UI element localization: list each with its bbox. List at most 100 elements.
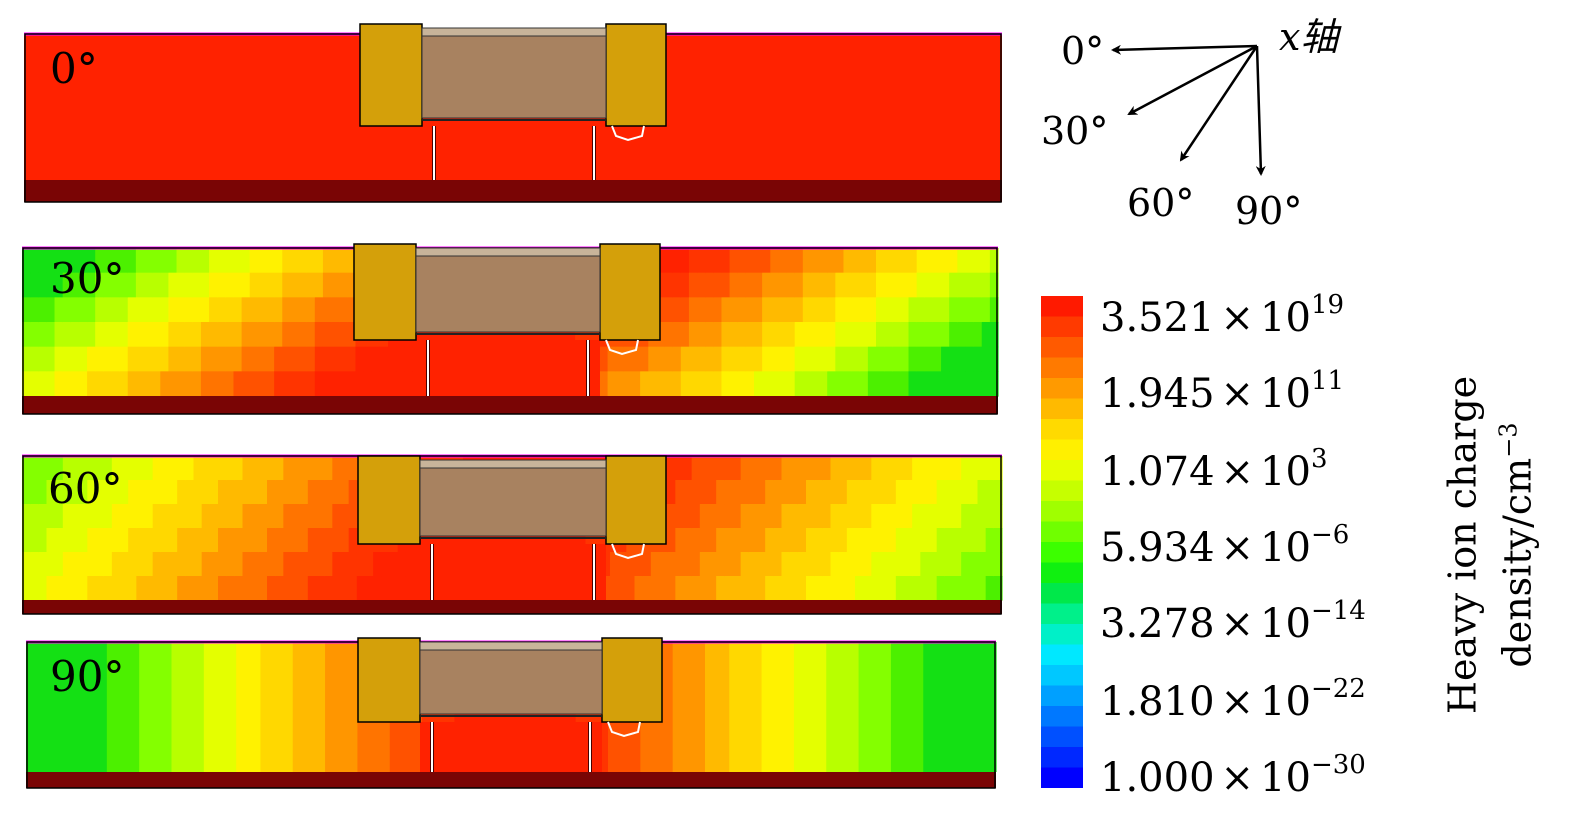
field-band <box>135 371 145 397</box>
field-band <box>716 528 725 553</box>
field-band <box>802 642 811 772</box>
field-band <box>699 528 709 553</box>
field-band <box>291 552 301 577</box>
field-band <box>62 456 72 481</box>
field-band <box>179 642 189 772</box>
field-band <box>863 504 872 529</box>
colorbar <box>1041 296 1083 788</box>
field-band <box>120 528 129 553</box>
field-band <box>835 297 845 323</box>
field-band <box>169 504 178 529</box>
field-band <box>160 322 169 348</box>
field-band <box>969 456 979 481</box>
field-band <box>708 456 717 481</box>
field-band <box>977 480 987 505</box>
field-band <box>737 642 747 772</box>
field-band <box>471 528 480 553</box>
field-band <box>683 552 693 577</box>
colorbar-segment <box>1041 357 1083 379</box>
field-band <box>650 552 660 577</box>
field-band <box>136 576 146 601</box>
field-band <box>781 528 791 553</box>
field-band <box>830 552 840 577</box>
field-band <box>135 297 145 323</box>
field-band <box>291 576 301 601</box>
field-band <box>932 346 942 372</box>
field-band <box>965 272 975 298</box>
field-band <box>916 322 926 348</box>
field-band <box>770 297 779 323</box>
field-band <box>282 248 291 274</box>
depletion-contour <box>605 339 639 356</box>
field-band <box>871 504 881 529</box>
field-band <box>103 528 113 553</box>
field-band <box>306 248 316 274</box>
field-band <box>226 504 235 529</box>
field-band <box>87 576 97 601</box>
field-band <box>128 504 137 529</box>
field-band <box>430 528 440 553</box>
field-band <box>656 272 666 298</box>
field-band <box>810 248 820 274</box>
field-band <box>696 642 706 772</box>
field-band <box>274 322 283 348</box>
field-band <box>177 528 186 553</box>
field-band <box>87 528 97 553</box>
field-band <box>732 528 742 553</box>
field-band <box>944 576 954 601</box>
field-band <box>802 371 812 397</box>
field-band <box>70 248 80 274</box>
field-band <box>46 371 56 397</box>
field-band <box>405 576 415 601</box>
field-band <box>944 528 954 553</box>
colorbar-segment <box>1041 542 1083 564</box>
field-band <box>797 576 807 601</box>
field-band <box>274 248 283 274</box>
field-band <box>949 346 958 372</box>
arrow-90deg <box>1255 45 1266 176</box>
field-band <box>298 371 308 397</box>
field-band <box>953 528 962 553</box>
field-band <box>177 480 186 505</box>
field-band <box>721 346 731 372</box>
field-band <box>241 272 251 298</box>
field-band <box>70 272 80 298</box>
field-band <box>340 552 350 577</box>
field-band <box>298 272 308 298</box>
field-band <box>770 371 779 397</box>
field-band <box>892 297 901 323</box>
field-band <box>177 504 186 529</box>
field-band <box>284 642 294 772</box>
field-band <box>928 504 938 529</box>
field-band <box>585 528 595 553</box>
field-band <box>724 552 734 577</box>
field-band <box>201 528 211 553</box>
field-band <box>675 552 685 577</box>
device <box>26 637 997 789</box>
field-band <box>78 346 88 372</box>
field-band <box>802 272 812 298</box>
field-band <box>920 576 930 601</box>
field-band <box>236 642 245 772</box>
field-band <box>754 272 763 298</box>
field-band <box>242 528 252 553</box>
field-band <box>729 346 739 372</box>
field-band <box>846 552 856 577</box>
field-band <box>291 480 301 505</box>
field-band <box>217 346 226 372</box>
field-band <box>874 642 884 772</box>
field-band <box>135 322 145 348</box>
field-band <box>348 456 358 481</box>
gate-oxide <box>419 459 607 469</box>
field-band <box>664 371 674 397</box>
angle-label-30: 30° <box>1041 109 1108 153</box>
field-band <box>770 322 779 348</box>
field-band <box>936 504 946 529</box>
field-band <box>22 480 31 505</box>
field-band <box>299 528 309 553</box>
colorbar-segment <box>1041 747 1083 769</box>
field-band <box>797 480 807 505</box>
field-band <box>785 642 795 772</box>
field-band <box>200 371 210 397</box>
field-band <box>688 346 698 372</box>
